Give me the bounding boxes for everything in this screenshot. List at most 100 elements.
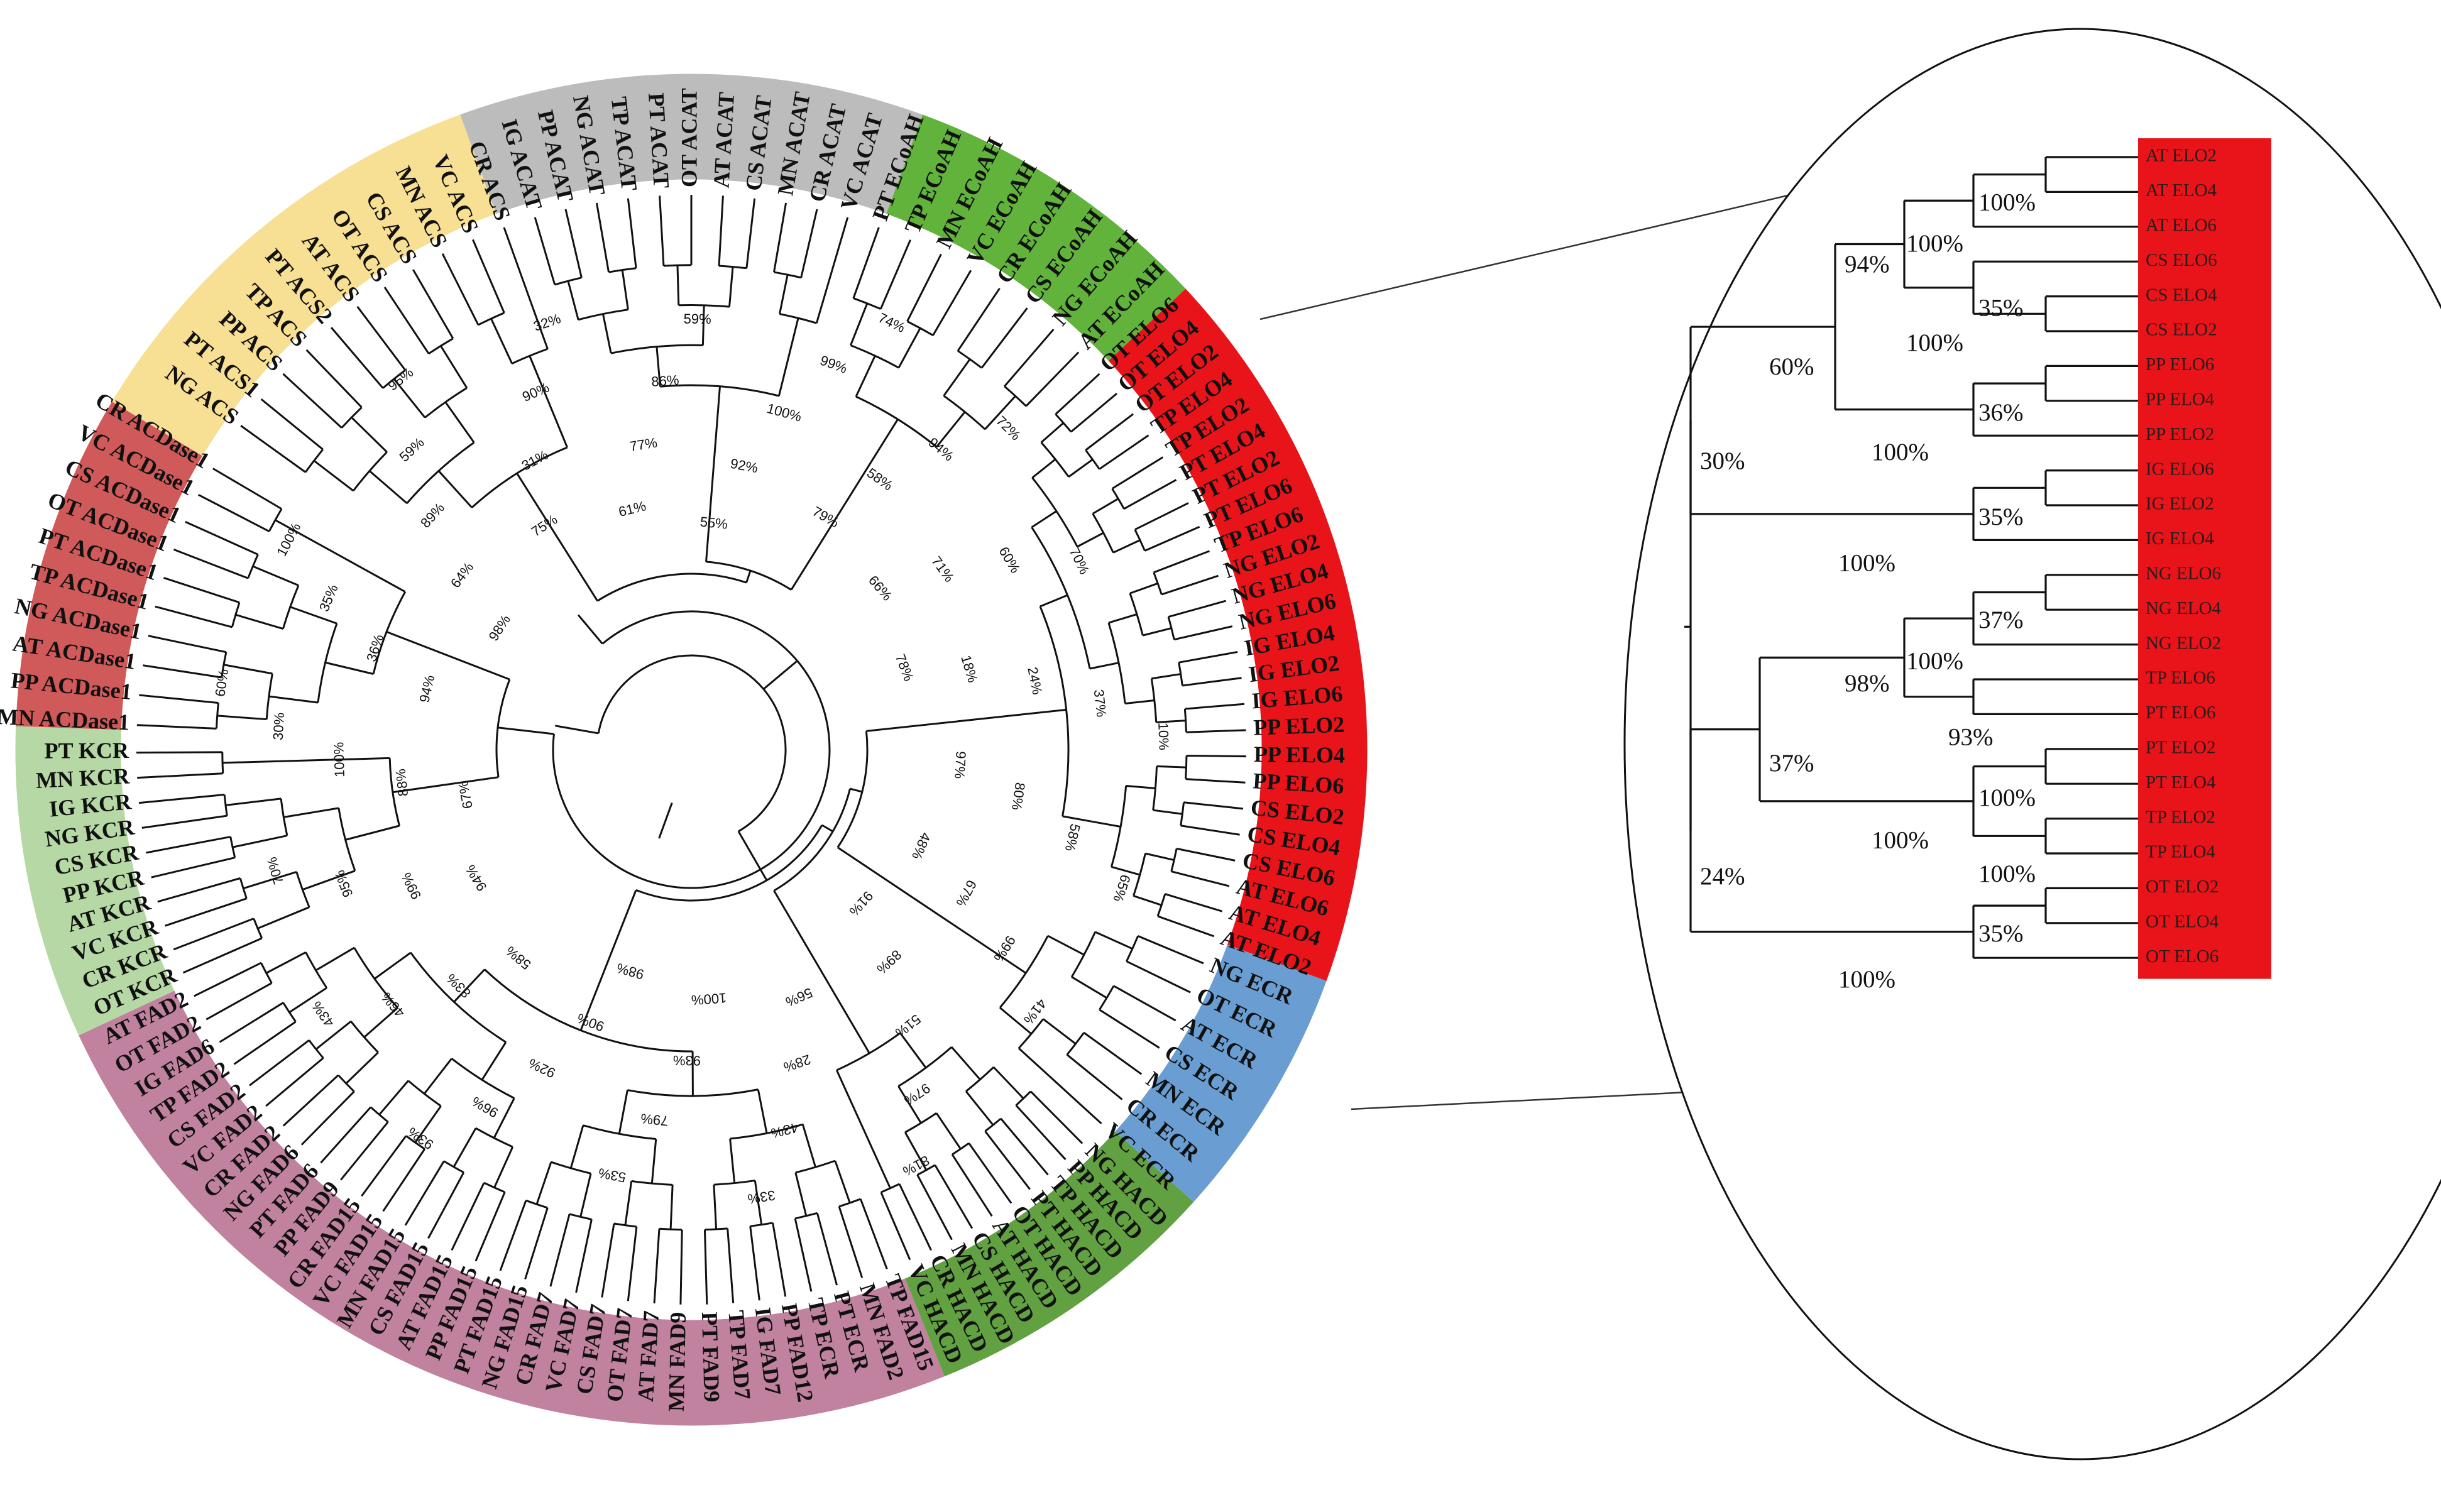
branch — [1068, 459, 1094, 478]
leaf-branch — [1200, 877, 1230, 887]
zoom-leaf-label: OT ELO4 — [2146, 911, 2219, 931]
backbone-arc — [552, 610, 831, 889]
branch — [1039, 594, 1068, 608]
branch-arc — [337, 808, 356, 872]
leaf-branch — [441, 253, 457, 282]
leaf-branch — [1093, 393, 1117, 414]
leaf-branch — [1077, 373, 1100, 395]
branch — [880, 1192, 899, 1233]
branch — [345, 1051, 379, 1085]
leaf-branch — [1181, 550, 1210, 563]
branch — [899, 1032, 927, 1068]
branch — [968, 1142, 995, 1180]
zoom-leaf-label: NG ELO4 — [2146, 598, 2222, 618]
leaf-branch — [503, 227, 515, 256]
branch — [168, 794, 225, 801]
branch-arc — [1111, 786, 1127, 867]
leaf-branch — [993, 1178, 1012, 1204]
leaf-branch — [1033, 329, 1055, 353]
branch-arc — [352, 451, 388, 491]
branch — [1018, 1047, 1050, 1076]
leaf-branch — [897, 1231, 911, 1261]
branch — [1031, 510, 1057, 529]
branch — [984, 395, 1016, 430]
branch — [318, 543, 363, 569]
branch-arc — [965, 1066, 995, 1092]
branch — [440, 345, 468, 389]
branch — [569, 1125, 584, 1169]
leaf-branch — [165, 915, 194, 927]
branch — [1153, 561, 1182, 574]
branch — [951, 1046, 981, 1080]
branch — [999, 1007, 1032, 1035]
leaf-branch — [265, 1086, 290, 1107]
leaf-label: AT FAD7 — [633, 1310, 664, 1402]
branch-arc — [428, 337, 454, 354]
branch-arc — [337, 1074, 355, 1092]
zoom-leaf-label: TP ELO2 — [2146, 807, 2215, 827]
backbone-arc — [706, 561, 792, 591]
backbone — [737, 831, 768, 881]
branch — [1062, 815, 1092, 823]
branch — [602, 314, 612, 354]
branch — [1000, 1118, 1029, 1153]
branch — [232, 982, 273, 1006]
branch-arc — [795, 1159, 836, 1174]
branch — [713, 1184, 718, 1230]
clade-sector-ecoah — [886, 114, 1186, 361]
zoom-leaf-label: AT ELO6 — [2146, 215, 2217, 235]
leaf-branch — [1011, 1164, 1031, 1190]
branch — [773, 232, 782, 273]
branch — [326, 371, 363, 408]
leaf-branch — [143, 664, 173, 671]
leaf-label: MN ACDase1 — [0, 704, 130, 735]
branch-arc — [424, 387, 468, 419]
branch — [749, 1226, 757, 1271]
branch-arc — [478, 312, 505, 326]
branch — [275, 519, 319, 545]
branch — [258, 1021, 297, 1048]
branch — [177, 641, 227, 654]
branch — [257, 906, 310, 929]
bootstrap-label: 100% — [331, 742, 348, 777]
clade-stem — [705, 386, 721, 562]
branch — [1133, 895, 1162, 906]
branch-arc — [350, 1021, 379, 1053]
branch — [1151, 673, 1181, 680]
branch — [361, 567, 406, 593]
branch — [1185, 778, 1215, 782]
branch — [936, 411, 966, 448]
branch — [224, 508, 270, 532]
branch — [1138, 935, 1177, 953]
clade-sector-kcr — [15, 726, 175, 1036]
bootstrap-label: 37% — [1091, 689, 1110, 718]
zoom-highlight-box — [2138, 138, 2271, 979]
leaf-branch — [1161, 502, 1189, 518]
zoom-leaf-label: IG ELO2 — [2146, 494, 2214, 514]
branch — [1091, 820, 1121, 828]
leaf-branch — [138, 799, 169, 804]
leaf-branch — [499, 1242, 512, 1271]
branch — [621, 270, 629, 310]
branch — [984, 1131, 1012, 1166]
branch-arc — [705, 1227, 728, 1231]
branch — [1144, 538, 1173, 552]
bootstrap-label: 30% — [270, 712, 287, 740]
branch — [871, 1148, 891, 1189]
leaf-branch — [1214, 703, 1245, 708]
clade-stem — [516, 473, 598, 601]
leaf-branch — [173, 938, 202, 951]
branch-arc — [838, 1198, 861, 1208]
branch — [1186, 730, 1216, 733]
zoom-leaf-label: TP ELO4 — [2146, 842, 2215, 862]
branch — [932, 295, 957, 336]
leaf-branch — [139, 694, 170, 699]
leaf-branch — [412, 269, 429, 297]
leaf-label: AT ACAT — [708, 91, 739, 189]
branch — [222, 760, 278, 764]
root-stem — [658, 803, 673, 839]
branch — [453, 1127, 477, 1168]
branch — [414, 1105, 442, 1143]
leaf-branch — [136, 724, 167, 728]
zoom-bootstrap-label: 100% — [1978, 189, 2036, 216]
